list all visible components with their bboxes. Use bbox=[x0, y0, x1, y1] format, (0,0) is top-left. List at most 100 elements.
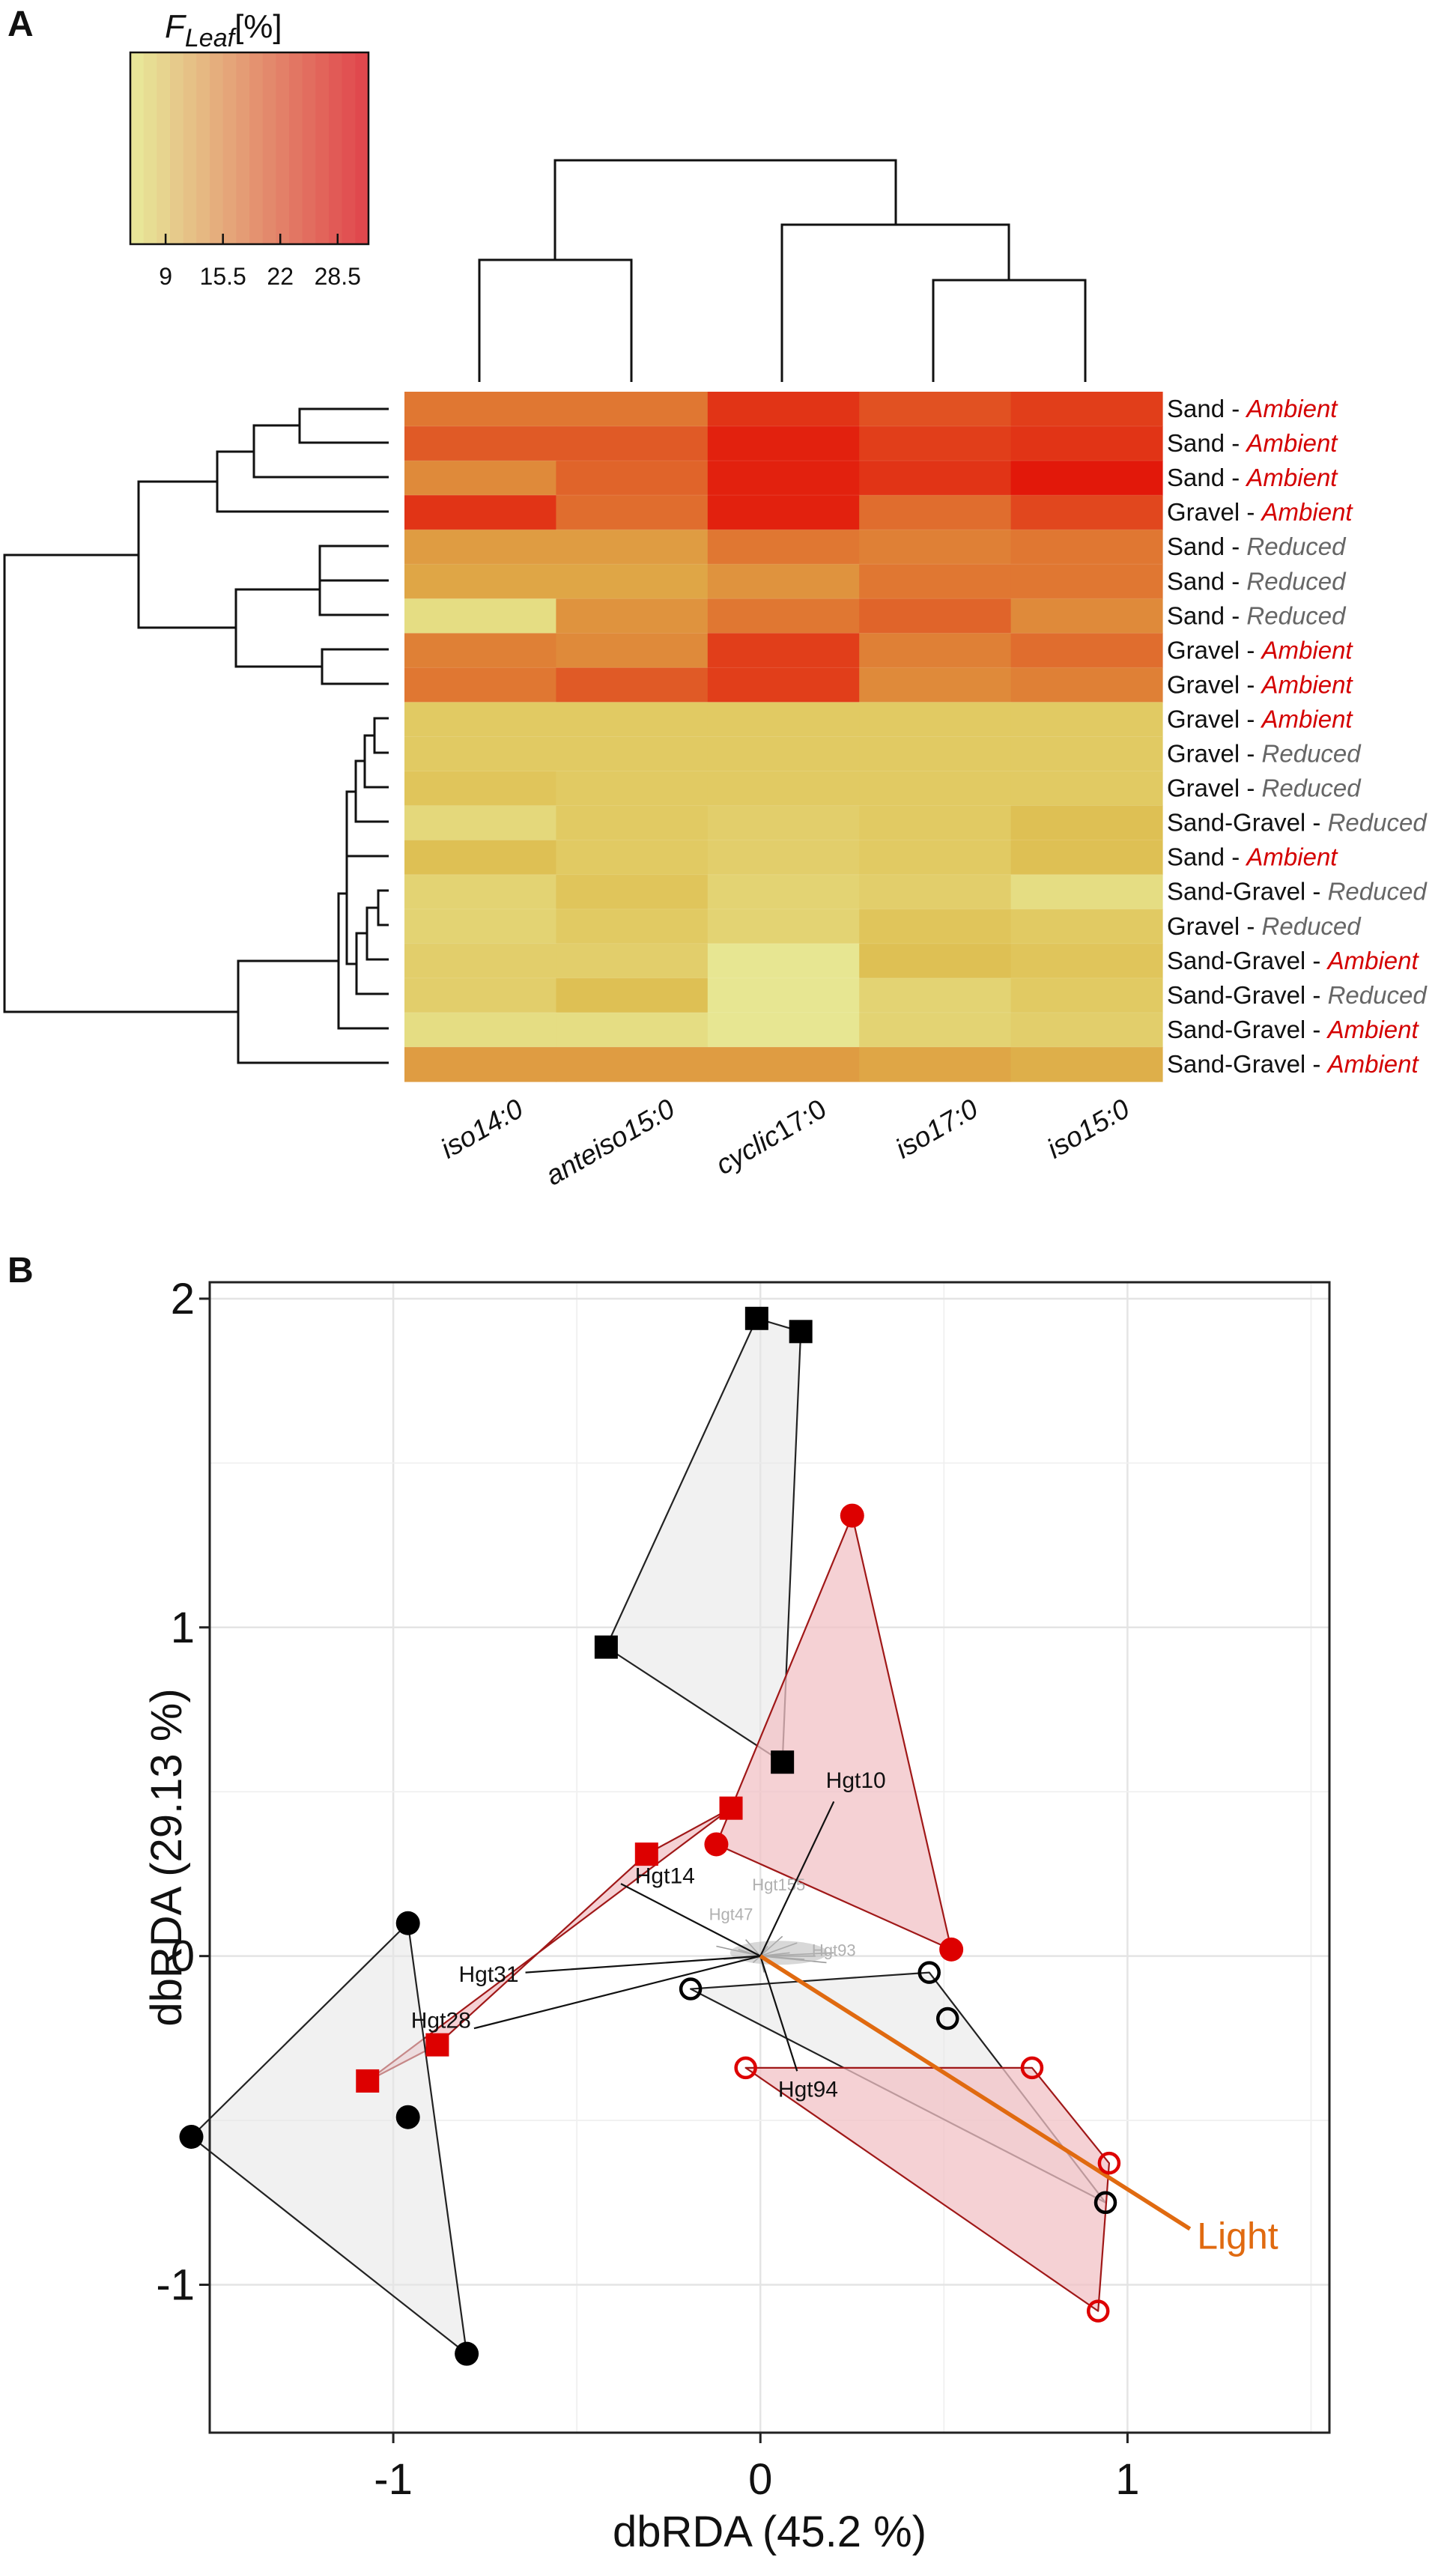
row-label-separator: - bbox=[1240, 636, 1261, 664]
heatmap-cell bbox=[1010, 426, 1163, 461]
legend-color-stripe bbox=[249, 52, 264, 244]
sample-point-square bbox=[356, 2069, 380, 2093]
heatmap-cell bbox=[859, 461, 1012, 496]
row-label-separator: - bbox=[1305, 981, 1327, 1009]
heatmap-cell bbox=[556, 1012, 709, 1048]
y-tick-label: 0 bbox=[171, 1932, 195, 1981]
row-label-separator: - bbox=[1305, 878, 1327, 906]
heatmap-cell bbox=[556, 840, 709, 876]
row-label-substrate: Gravel bbox=[1167, 636, 1240, 664]
heatmap-cell bbox=[404, 667, 556, 703]
legend-color-stripe bbox=[196, 52, 210, 244]
row-label: Sand-Gravel - Reduced bbox=[1167, 981, 1428, 1009]
heatmap-cell bbox=[707, 461, 860, 496]
species-vector-line bbox=[473, 1955, 761, 2030]
row-label-substrate: Sand bbox=[1167, 843, 1225, 871]
legend-color-stripe bbox=[329, 52, 343, 244]
heatmap-cell bbox=[556, 943, 709, 979]
heatmap-cell bbox=[556, 426, 709, 461]
heatmap-cell bbox=[556, 392, 709, 427]
group-hulls bbox=[190, 1317, 1111, 2355]
sample-point-circle bbox=[840, 1503, 864, 1528]
heatmap-cell bbox=[859, 1012, 1012, 1048]
column-label-text: iso14:0 bbox=[435, 1093, 528, 1164]
column-label: iso14:0 bbox=[435, 1093, 528, 1164]
column-label: iso17:0 bbox=[891, 1093, 983, 1164]
row-label: Gravel - Reduced bbox=[1167, 912, 1362, 940]
heatmap-cell bbox=[556, 598, 709, 634]
heatmap-cell bbox=[859, 909, 1012, 944]
column-dendrogram bbox=[478, 159, 1087, 382]
heatmap-cell bbox=[859, 805, 1012, 841]
row-label-light: Ambient bbox=[1245, 429, 1338, 457]
row-label-light: Reduced bbox=[1246, 601, 1347, 629]
row-label-light: Reduced bbox=[1328, 809, 1428, 837]
heatmap-cell bbox=[859, 530, 1012, 565]
row-label-substrate: Sand bbox=[1167, 601, 1225, 629]
heatmap-cell bbox=[707, 495, 860, 530]
legend-color-stripe bbox=[262, 52, 276, 244]
heatmap-cell bbox=[556, 977, 709, 1013]
row-label-light: Ambient bbox=[1245, 395, 1338, 422]
row-label-light: Reduced bbox=[1262, 740, 1362, 768]
legend-color-stripe bbox=[355, 52, 369, 244]
heatmap-cell bbox=[404, 874, 556, 910]
row-label-light: Ambient bbox=[1245, 843, 1338, 871]
x-tick-label: 1 bbox=[1115, 2455, 1139, 2504]
row-label-separator: - bbox=[1225, 601, 1246, 629]
row-label-substrate: Gravel bbox=[1167, 912, 1240, 940]
heatmap-cell bbox=[1010, 598, 1163, 634]
row-label-light: Ambient bbox=[1261, 636, 1354, 664]
legend-color-stripe bbox=[130, 52, 145, 244]
row-label-light: Ambient bbox=[1326, 1050, 1420, 1078]
heatmap-cell bbox=[1010, 1046, 1163, 1082]
column-label-text: anteiso15:0 bbox=[540, 1093, 680, 1191]
row-label-substrate: Sand bbox=[1167, 567, 1225, 595]
sample-point-square bbox=[771, 1750, 795, 1774]
heatmap-cell bbox=[859, 633, 1012, 668]
heatmap-cell bbox=[859, 667, 1012, 703]
row-label-light: Ambient bbox=[1261, 670, 1354, 698]
sample-points bbox=[179, 1306, 1121, 2366]
column-label-text: iso17:0 bbox=[891, 1093, 983, 1164]
row-label: Sand - Reduced bbox=[1167, 601, 1347, 629]
sample-point-circle bbox=[395, 2105, 420, 2129]
heatmap-cell bbox=[556, 633, 709, 668]
species-vector-line bbox=[759, 1801, 835, 1957]
heatmap-cell bbox=[556, 1046, 709, 1082]
sample-point-circle bbox=[395, 1911, 420, 1935]
heatmap-cell bbox=[707, 1046, 860, 1082]
sample-point-open-circle bbox=[734, 2056, 757, 2080]
column-label: anteiso15:0 bbox=[540, 1093, 680, 1191]
row-label: Gravel - Reduced bbox=[1167, 774, 1362, 802]
column-label-text: iso15:0 bbox=[1042, 1093, 1135, 1164]
heatmap-cell bbox=[1010, 392, 1163, 427]
row-label-separator: - bbox=[1240, 705, 1261, 732]
heatmap-cell bbox=[707, 943, 860, 979]
species-vector-label: Hgt14 bbox=[635, 1863, 695, 1888]
sample-point-square bbox=[719, 1796, 743, 1820]
row-label-light: Ambient bbox=[1245, 464, 1338, 491]
minor-cluster bbox=[729, 1941, 828, 1965]
row-label-separator: - bbox=[1240, 740, 1261, 768]
heatmap-cell bbox=[707, 564, 860, 599]
row-label-light: Reduced bbox=[1246, 533, 1347, 560]
row-label-substrate: Gravel bbox=[1167, 740, 1240, 768]
heatmap-cell bbox=[1010, 1012, 1163, 1048]
row-label-substrate: Sand bbox=[1167, 464, 1225, 491]
row-label-substrate: Sand-Gravel bbox=[1167, 947, 1305, 974]
row-label: Sand - Ambient bbox=[1167, 843, 1338, 871]
row-label-separator: - bbox=[1305, 809, 1327, 837]
heatmap-cell bbox=[404, 1012, 556, 1048]
heatmap-cell bbox=[859, 736, 1012, 772]
heatmap-cell bbox=[859, 771, 1012, 807]
heatmap-cell bbox=[404, 564, 556, 599]
row-label: Sand-Gravel - Reduced bbox=[1167, 809, 1428, 837]
plot-frame bbox=[208, 1281, 1331, 2434]
heatmap-cell bbox=[404, 840, 556, 876]
row-label-separator: - bbox=[1225, 464, 1246, 491]
heatmap-cell bbox=[859, 495, 1012, 530]
